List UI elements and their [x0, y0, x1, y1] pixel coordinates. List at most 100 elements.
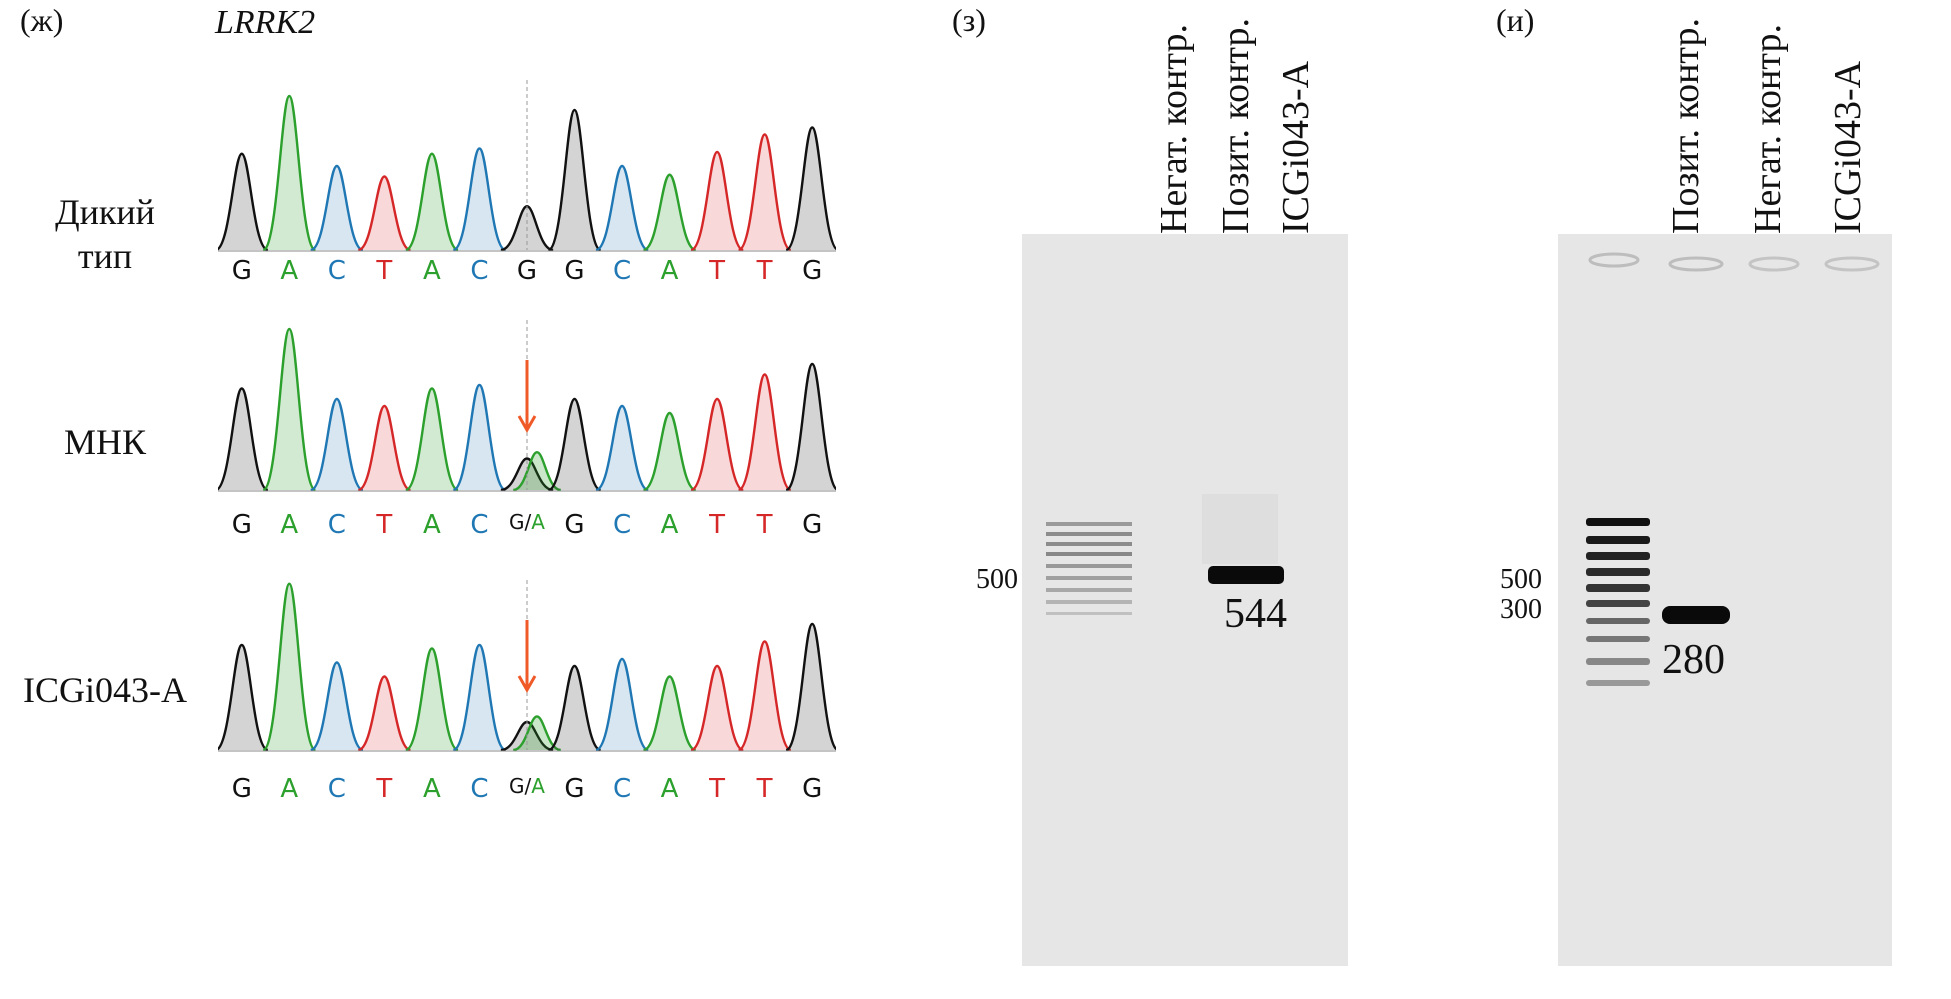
peak-c — [310, 661, 364, 752]
row-label-icgi043a: ICGi043-A — [23, 670, 187, 710]
base-call: T — [376, 256, 393, 286]
peak-c — [595, 657, 649, 752]
lane-label-icgi043a-i: ICGi043-A — [1827, 60, 1869, 234]
base-call: C — [327, 774, 346, 804]
peak-a — [642, 173, 697, 252]
base-call: C — [327, 510, 346, 540]
peak-t — [737, 640, 792, 752]
row-label-wild-type: Дикий тип — [20, 190, 190, 278]
lane-label-pos-control-i: Позит. контр. — [1665, 18, 1707, 234]
peak-a — [642, 411, 697, 492]
peak-c — [595, 404, 649, 492]
lane-label-neg-control: Негат. контр. — [1153, 24, 1195, 234]
base-call: G — [802, 256, 823, 286]
base-call: A — [422, 510, 441, 540]
wells-i — [1588, 252, 1880, 272]
base-call: G — [564, 510, 585, 540]
panel-z-letter: (з) — [952, 2, 986, 38]
base-calls-mnk: G A C T A C G/A G C A T T G — [218, 510, 836, 540]
base-call: G — [802, 774, 823, 804]
base-call: A — [660, 774, 679, 804]
base-call: C — [612, 774, 632, 804]
peak-g — [218, 387, 269, 492]
base-call: C — [327, 256, 346, 286]
peak-g — [218, 643, 269, 752]
peak-a — [405, 387, 459, 492]
base-call: G — [231, 256, 252, 286]
peak-c — [452, 147, 507, 252]
base-call: T — [756, 774, 773, 804]
base-call: T — [756, 256, 773, 286]
peak-c — [310, 397, 364, 492]
base-call: G/A — [508, 774, 545, 798]
gel-z-bands — [1046, 494, 1284, 615]
base-call: A — [280, 510, 299, 540]
gel-i-bands — [1586, 252, 1880, 686]
peak-a — [405, 647, 459, 752]
peak-g — [547, 397, 602, 492]
gel-z — [1022, 234, 1348, 966]
panel-i-letter: (и) — [1496, 2, 1535, 38]
base-call: G — [564, 774, 585, 804]
row-label-line1: Дикий — [55, 192, 155, 232]
lane-label-pos-control: Позит. контр. — [1215, 18, 1257, 234]
row-label-mnk: МНК — [63, 422, 147, 462]
row-label-line2: тип — [77, 236, 133, 276]
base-call: T — [709, 774, 726, 804]
base-call: G — [231, 510, 252, 540]
marker-300-i: 300 — [1500, 594, 1542, 625]
peak-c — [310, 164, 364, 252]
base-call: A — [422, 774, 441, 804]
peak-t — [737, 133, 792, 252]
lane-label-icgi043a: ICGi043-A — [1275, 60, 1317, 234]
peak-g — [785, 622, 836, 752]
peak-a — [405, 152, 459, 252]
marker-500-z: 500 — [976, 564, 1018, 595]
peak-c — [452, 643, 507, 752]
peak-a — [262, 94, 317, 252]
panel-zh-letter: (ж) — [20, 2, 64, 38]
peak-g — [785, 126, 836, 252]
base-call: T — [756, 510, 773, 540]
mutation-arrow-icon — [517, 360, 537, 434]
base-call: G/A — [508, 510, 545, 534]
ladder-z — [1046, 522, 1132, 615]
peak-g — [218, 152, 269, 252]
band-280 — [1662, 606, 1730, 624]
chromatogram-mnk — [218, 320, 836, 492]
base-call: T — [709, 256, 726, 286]
peak-g — [547, 664, 602, 752]
peak-c — [452, 383, 507, 492]
gel-i — [1558, 234, 1892, 966]
base-call: G — [564, 256, 585, 286]
base-call: G — [516, 256, 538, 286]
base-call: A — [280, 774, 299, 804]
ladder-i — [1586, 518, 1650, 686]
lane-label-neg-control-i: Негат. контр. — [1747, 24, 1789, 234]
base-call: T — [709, 510, 726, 540]
peak-c — [595, 164, 649, 252]
peak-t — [357, 675, 412, 752]
base-call: T — [376, 510, 393, 540]
gene-name: LRRK2 — [215, 4, 316, 41]
peak-a — [262, 327, 317, 492]
peak-g — [785, 362, 836, 492]
peak-t — [690, 397, 744, 492]
base-call: A — [660, 510, 679, 540]
base-call: T — [376, 774, 393, 804]
base-call: A — [660, 256, 679, 286]
base-call: C — [470, 774, 489, 804]
band-size-280: 280 — [1662, 637, 1725, 683]
base-call: C — [612, 256, 632, 286]
base-call: G — [231, 774, 252, 804]
marker-500-i: 500 — [1500, 564, 1542, 595]
peak-t — [357, 404, 412, 492]
peak-t — [690, 150, 744, 252]
peak-a-secondary — [512, 715, 562, 752]
peak-t — [737, 373, 792, 492]
peak-a — [642, 675, 697, 752]
base-call: A — [422, 256, 441, 286]
chromatogram-icgi043a — [218, 580, 836, 752]
base-call: C — [470, 510, 489, 540]
